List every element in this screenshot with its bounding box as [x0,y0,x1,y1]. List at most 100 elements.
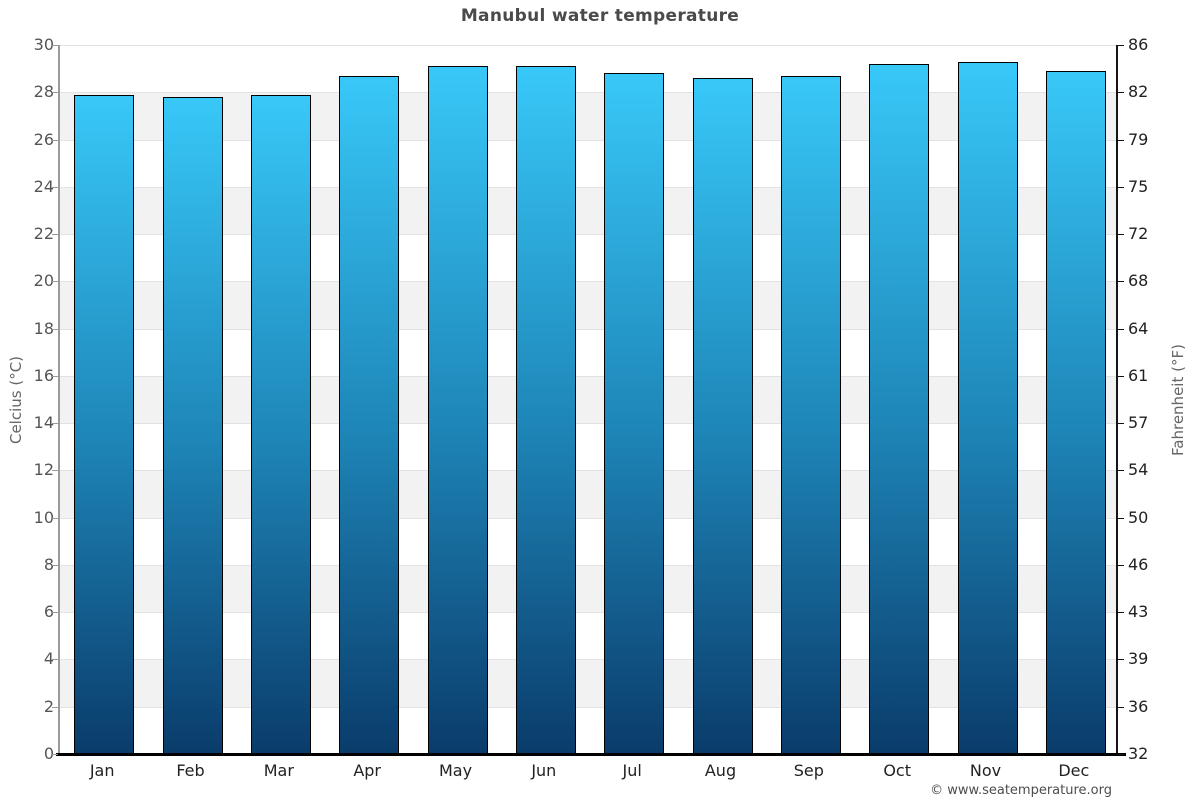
gridline [60,187,1116,188]
month-label-jan: Jan [89,761,115,780]
fahrenheit-tick-label: 39 [1128,649,1149,669]
bar-sep [780,75,841,754]
fahrenheit-tick-mark [1118,186,1124,188]
gridline [60,92,1116,93]
celsius-tick-label: 10 [33,507,54,527]
celsius-tick-mark [52,186,58,188]
month-label-nov: Nov [969,761,1002,780]
gridline [60,140,1116,141]
celsius-tick-label: 28 [33,82,54,102]
gridline [60,45,1116,46]
celsius-tick-mark [52,45,58,46]
bar-jun [515,66,576,754]
bar-aug [692,78,753,754]
month-label-may: May [438,761,473,780]
fahrenheit-tick-label: 61 [1128,365,1149,385]
celsius-tick-mark [52,375,58,377]
fahrenheit-tick-mark [1118,612,1124,614]
fahrenheit-tick-label: 72 [1128,224,1149,244]
bar-jan [74,94,135,754]
fahrenheit-tick-mark [1118,706,1124,708]
celsius-tick-mark [52,139,58,141]
gridline [60,423,1116,424]
plot-band [60,92,1116,140]
celsius-tick-mark [52,281,58,283]
gridline [60,518,1116,519]
celsius-tick-mark [52,92,58,94]
month-label-mar: Mar [263,761,294,780]
celsius-tick-mark [52,754,58,755]
celsius-tick-label: 8 [43,554,54,574]
copyright-attribution: © www.seatemperature.org [930,783,1112,798]
plot-band [60,564,1116,613]
gridline [60,376,1116,377]
celsius-tick-label: 26 [33,129,54,149]
celsius-tick-label: 12 [33,460,54,480]
month-label-feb: Feb [176,761,205,780]
fahrenheit-tick-mark [1118,659,1124,661]
celsius-tick-mark [52,234,58,236]
gridline [60,329,1116,330]
fahrenheit-tick-label: 50 [1128,507,1149,527]
fahrenheit-tick-label: 57 [1128,413,1149,433]
bar-may [427,66,488,754]
celsius-tick-mark [52,517,58,519]
fahrenheit-tick-label: 86 [1128,35,1149,54]
fahrenheit-tick-mark [1118,92,1124,94]
fahrenheit-tick-label: 75 [1128,176,1149,196]
fahrenheit-tick-mark [1118,281,1124,283]
gridline [60,281,1116,282]
celsius-tick-mark [52,470,58,472]
gridline [60,659,1116,660]
gridline [60,470,1116,471]
celsius-axis-title: Celcius (°C) [7,355,25,445]
celsius-tick-label: 18 [33,318,54,338]
plot-area [58,45,1118,754]
celsius-tick-mark [52,423,58,425]
fahrenheit-tick-mark [1118,234,1124,236]
month-label-jun: Jun [531,761,557,780]
fahrenheit-tick-mark [1118,375,1124,377]
fahrenheit-tick-label: 46 [1128,554,1149,574]
fahrenheit-tick-label: 68 [1128,271,1149,291]
celsius-tick-mark [52,706,58,708]
gridline [60,234,1116,235]
celsius-tick-mark [52,659,58,661]
celsius-tick-label: 2 [43,696,54,716]
celsius-tick-label: 4 [43,649,54,669]
fahrenheit-tick-label: 43 [1128,602,1149,622]
bar-oct [869,63,930,754]
fahrenheit-tick-mark [1118,45,1124,46]
plot-band [60,186,1116,235]
fahrenheit-tick-mark [1118,139,1124,141]
month-label-apr: Apr [353,761,381,780]
gridline [60,565,1116,566]
month-label-oct: Oct [883,761,911,780]
celsius-tick-label: 20 [33,271,54,291]
fahrenheit-tick-mark [1118,470,1124,472]
celsius-tick-label: 22 [33,224,54,244]
celsius-tick-label: 16 [33,365,54,385]
fahrenheit-axis-title: Fahrenheit (°F) [1169,344,1187,456]
celsius-tick-label: 24 [33,176,54,196]
celsius-tick-label: 30 [33,35,54,54]
fahrenheit-tick-mark [1118,517,1124,519]
bar-mar [250,94,311,754]
plot-band [60,281,1116,329]
fahrenheit-tick-label: 54 [1128,460,1149,480]
fahrenheit-tick-label: 32 [1128,744,1149,763]
celsius-tick-mark [52,328,58,330]
bar-jul [604,73,665,754]
celsius-tick-mark [52,564,58,566]
bar-nov [957,61,1018,754]
fahrenheit-tick-mark [1118,423,1124,425]
fahrenheit-tick-mark [1118,564,1124,566]
bar-feb [162,96,223,754]
celsius-tick-label: 14 [33,413,54,433]
x-axis-line [56,753,1126,756]
bar-dec [1045,70,1106,754]
fahrenheit-tick-label: 82 [1128,82,1149,102]
fahrenheit-tick-label: 36 [1128,696,1149,716]
fahrenheit-tick-label: 79 [1128,129,1149,149]
plot-band [60,375,1116,424]
